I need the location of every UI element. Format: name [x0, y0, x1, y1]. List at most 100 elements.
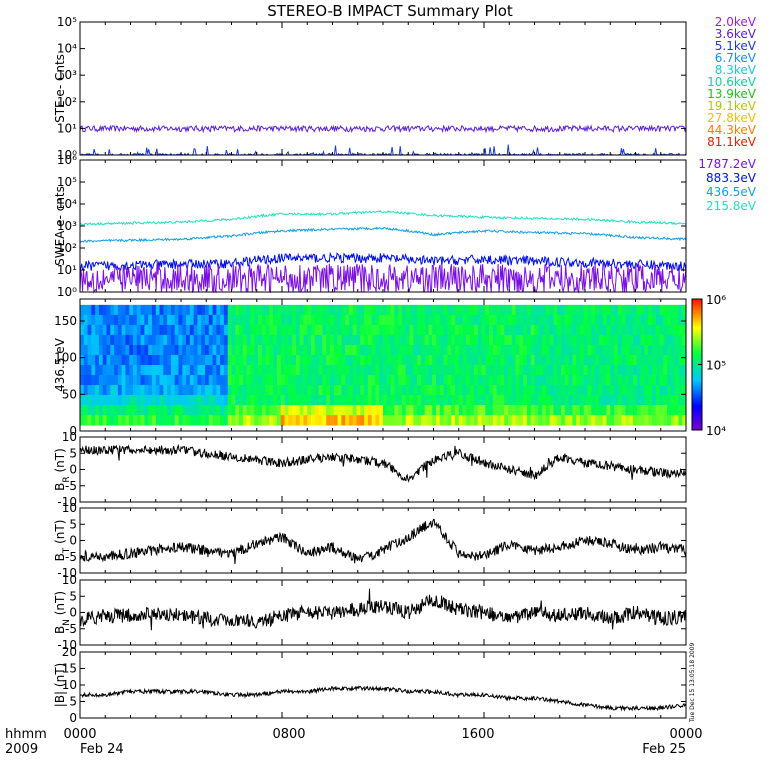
heatmap-cell	[511, 314, 516, 326]
heatmap-cell	[269, 405, 274, 416]
heatmap-cell	[151, 304, 157, 316]
heatmap-cell	[174, 365, 179, 376]
heatmap-cell	[242, 334, 248, 346]
heatmap-cell	[383, 385, 388, 396]
heatmap-cell	[682, 415, 687, 426]
heatmap-cell	[318, 405, 323, 416]
heatmap-cell	[413, 334, 418, 346]
heatmap-cell	[598, 354, 604, 366]
heatmap-cell	[329, 385, 335, 396]
heatmap-cell	[659, 395, 664, 406]
heatmap-cell	[561, 314, 566, 326]
heatmap-cell	[182, 344, 187, 356]
heatmap-cell	[485, 344, 490, 356]
heatmap-cell	[265, 385, 270, 396]
heatmap-cell	[489, 324, 494, 336]
heatmap-cell	[394, 415, 399, 426]
heatmap-cell	[515, 334, 520, 346]
heatmap-cell	[379, 415, 384, 426]
heatmap-cell	[231, 395, 236, 406]
heatmap-cell	[189, 324, 195, 336]
heatmap-cell	[167, 385, 172, 396]
heatmap-cell	[549, 324, 554, 336]
heatmap-cell	[235, 415, 240, 426]
heatmap-cell	[186, 324, 191, 336]
heatmap-cell	[564, 354, 569, 366]
heatmap-cell	[617, 304, 623, 316]
heatmap-cell	[636, 344, 641, 356]
heatmap-cell	[614, 344, 619, 356]
heatmap-cell	[515, 405, 520, 416]
heatmap-cell	[398, 365, 403, 376]
heatmap-cell	[561, 375, 566, 386]
heatmap-cell	[545, 314, 551, 326]
heatmap-cell	[227, 395, 232, 406]
heatmap-cell	[576, 385, 581, 396]
heatmap-cell	[114, 344, 119, 356]
heatmap-cell	[644, 385, 649, 396]
heatmap-cell	[216, 304, 221, 316]
heatmap-cell	[678, 324, 683, 336]
heatmap-cell	[534, 324, 539, 336]
heatmap-cell	[462, 405, 467, 416]
heatmap-cell	[345, 415, 350, 426]
heatmap-cell	[155, 375, 160, 386]
heatmap-cell	[178, 324, 183, 336]
heatmap-cell	[663, 415, 668, 426]
bmag-frame	[79, 651, 687, 719]
heatmap-cell	[265, 344, 270, 356]
heatmap-cell	[632, 304, 638, 316]
heatmap-cell	[674, 375, 679, 386]
heatmap-cell	[227, 324, 232, 336]
heatmap-cell	[212, 375, 217, 386]
heatmap-cell	[186, 395, 191, 406]
heatmap-cell	[500, 395, 505, 406]
heatmap-cell	[186, 314, 191, 326]
heatmap-cell	[557, 375, 562, 386]
heatmap-cell	[254, 354, 259, 366]
heatmap-cell	[91, 365, 96, 376]
heatmap-cell	[273, 385, 278, 396]
heatmap-cell	[318, 395, 323, 406]
heatmap-cell	[678, 354, 683, 366]
heatmap-cell	[167, 354, 172, 366]
heatmap-cell	[148, 415, 153, 426]
heatmap-cell	[583, 395, 588, 406]
heatmap-cell	[572, 304, 577, 316]
heatmap-cell	[496, 344, 501, 356]
heatmap-cell	[356, 385, 361, 396]
heatmap-cell	[454, 314, 460, 326]
heatmap-cell	[530, 385, 535, 396]
heatmap-cell	[511, 395, 516, 406]
heatmap-cell	[201, 365, 206, 376]
heatmap-cell	[655, 324, 660, 336]
heatmap-cell	[333, 365, 338, 376]
heatmap-cell	[678, 375, 683, 386]
heatmap-cell	[329, 405, 335, 416]
heatmap-cell	[295, 324, 301, 336]
heatmap-cell	[579, 324, 585, 336]
heatmap-cell	[428, 334, 433, 346]
heatmap-cell	[432, 375, 437, 386]
heatmap-cell	[356, 395, 361, 406]
heatmap-cell	[670, 415, 676, 426]
heatmap-cell	[159, 304, 164, 316]
heatmap-cell	[186, 365, 191, 376]
heatmap-cell	[557, 354, 562, 366]
heatmap-cell	[250, 354, 255, 366]
heatmap-cell	[98, 324, 104, 336]
heatmap-cell	[454, 334, 460, 346]
heatmap-cell	[242, 365, 248, 376]
heatmap-cell	[651, 365, 657, 376]
heatmap-cell	[496, 395, 501, 406]
heatmap-cell	[682, 304, 687, 316]
heatmap-cell	[216, 334, 221, 346]
heatmap-cell	[401, 415, 407, 426]
heatmap-cell	[655, 365, 660, 376]
heatmap-cell	[477, 304, 482, 316]
heatmap-cell	[606, 334, 611, 346]
heatmap-cell	[511, 354, 516, 366]
heatmap-cell	[239, 395, 244, 406]
heatmap-cell	[193, 395, 198, 406]
heatmap-cell	[489, 385, 494, 396]
